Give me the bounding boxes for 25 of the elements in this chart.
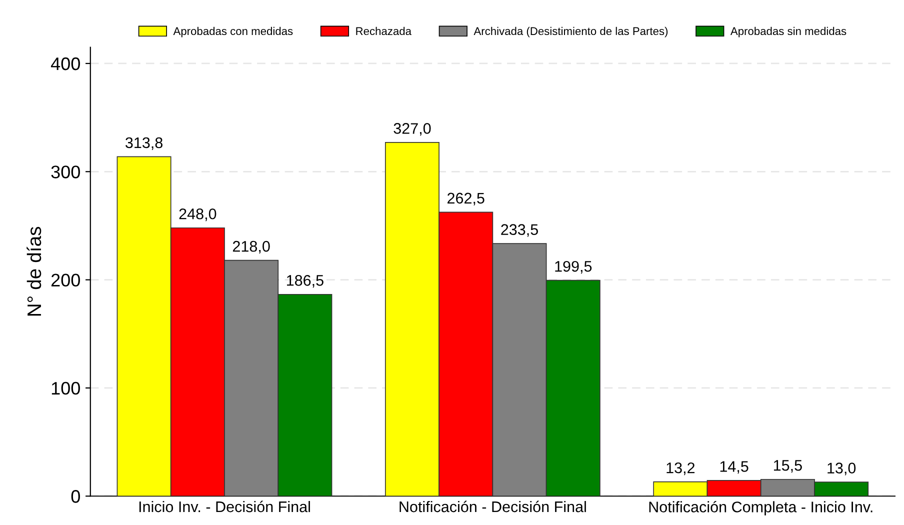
x-tick-label: Notificación Completa - Inicio Inv. [649, 500, 872, 516]
data-label: 233,5 [501, 224, 538, 237]
data-label: 186,5 [287, 275, 324, 288]
y-axis-title: N° de días [26, 226, 42, 316]
x-tick-label: Notificación - Decisión Final [400, 500, 586, 512]
data-label: 313,8 [126, 137, 162, 150]
legend-label: Aprobadas con medidas [173, 26, 293, 38]
data-label: 199,5 [555, 260, 592, 274]
y-tick-label: 100 [52, 382, 80, 395]
y-tick-label: 400 [50, 57, 80, 70]
y-tick-label: 200 [51, 274, 80, 287]
data-label: 15,5 [774, 460, 802, 473]
legend-label: Aprobadas sin medidas [730, 26, 846, 38]
legend-label: Rechazada [356, 26, 412, 36]
y-tick-label: 300 [51, 166, 80, 178]
data-label: 327,0 [394, 123, 431, 136]
x-tick-label: Inicio Inv. - Decisión Final [139, 500, 310, 512]
data-label: 218,0 [232, 240, 270, 254]
data-label: 262,5 [448, 192, 484, 206]
data-label: 13,0 [828, 462, 856, 476]
data-label: 14,5 [720, 461, 748, 474]
data-label: 13,2 [666, 462, 695, 476]
y-tick-label: 0 [71, 490, 80, 503]
data-label: 248,0 [179, 208, 216, 222]
legend-label: Archivada (Desistimiento de las Partes) [474, 26, 668, 38]
